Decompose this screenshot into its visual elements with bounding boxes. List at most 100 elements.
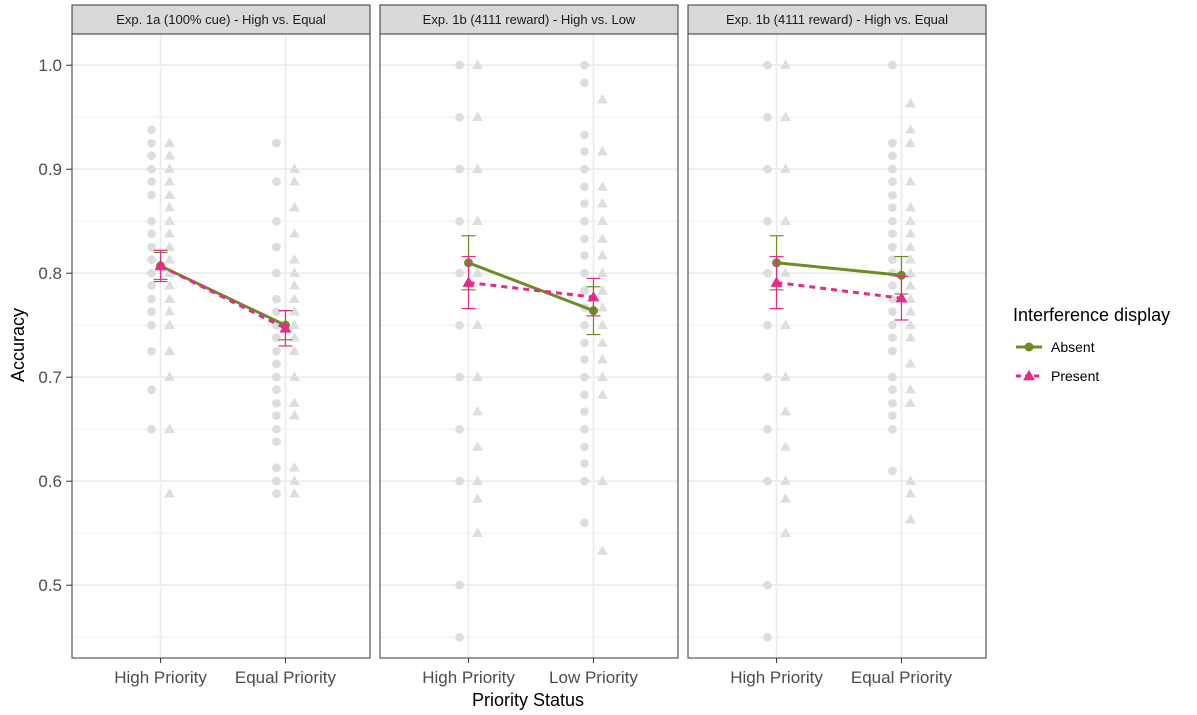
- raw-point-present: [164, 150, 175, 160]
- raw-point-absent: [147, 229, 156, 238]
- raw-point-present: [905, 475, 916, 486]
- raw-point-absent: [888, 177, 897, 186]
- raw-point-absent: [455, 424, 464, 434]
- series-line-present: [776, 281, 902, 300]
- raw-point-absent: [147, 190, 156, 200]
- raw-point-absent: [888, 398, 897, 408]
- raw-point-present: [289, 176, 300, 186]
- raw-point-absent: [580, 320, 589, 330]
- raw-point-present: [597, 181, 608, 191]
- raw-point-present: [597, 285, 608, 295]
- y-tick-label: 1.0: [38, 56, 62, 75]
- raw-point-present: [289, 163, 300, 174]
- raw-point-absent: [888, 372, 897, 382]
- raw-point-present: [289, 293, 300, 304]
- panel-title: Exp. 1b (4111 reward) - High vs. Equal: [726, 12, 948, 27]
- raw-point-absent: [147, 216, 156, 226]
- raw-point-present: [164, 280, 175, 290]
- raw-point-present: [164, 241, 175, 252]
- raw-point-absent: [147, 177, 156, 186]
- raw-point-absent: [147, 242, 156, 252]
- raw-point-absent: [455, 580, 464, 590]
- series-line-absent: [776, 261, 902, 277]
- raw-point-absent: [147, 424, 156, 434]
- raw-point-absent: [888, 229, 897, 238]
- y-tick-label: 0.9: [38, 160, 62, 179]
- raw-point-present: [289, 462, 300, 472]
- raw-point-absent: [147, 320, 156, 330]
- raw-point-present: [164, 215, 175, 226]
- raw-point-present: [597, 371, 608, 382]
- raw-point-absent: [147, 385, 156, 394]
- legend-label: Absent: [1051, 339, 1095, 355]
- raw-point-present: [780, 405, 791, 416]
- raw-point-absent: [580, 355, 589, 364]
- raw-point-present: [472, 163, 483, 174]
- raw-point-present: [905, 280, 916, 290]
- raw-point-present: [780, 527, 791, 538]
- raw-point-present: [472, 111, 483, 122]
- panel-strip: [687, 4, 987, 35]
- raw-point-absent: [888, 385, 897, 394]
- raw-point-present: [472, 371, 483, 382]
- raw-point-present: [905, 384, 916, 394]
- raw-point-present: [597, 215, 608, 226]
- raw-point-present: [780, 215, 791, 226]
- raw-point-absent: [888, 411, 897, 420]
- raw-point-absent: [763, 372, 772, 382]
- raw-point-present: [905, 202, 916, 212]
- raw-point-absent: [580, 216, 589, 226]
- raw-point-present: [780, 319, 791, 330]
- raw-point-present: [780, 111, 791, 122]
- panel-border: [379, 33, 679, 659]
- raw-point-absent: [272, 372, 281, 382]
- raw-point-present: [597, 267, 608, 278]
- raw-point-absent: [580, 164, 589, 174]
- x-tick-label: Equal Priority: [235, 668, 337, 687]
- raw-point-present: [289, 267, 300, 278]
- x-tick-label: Equal Priority: [851, 668, 953, 687]
- raw-point-absent: [580, 78, 589, 88]
- raw-point-absent: [763, 216, 772, 226]
- raw-point-present: [905, 293, 916, 304]
- y-tick-label: 0.8: [38, 264, 62, 283]
- raw-point-absent: [888, 424, 897, 434]
- raw-point-absent: [580, 372, 589, 382]
- raw-point-present: [289, 345, 300, 356]
- raw-point-present: [289, 306, 300, 316]
- raw-point-present: [905, 397, 916, 408]
- raw-point-present: [164, 176, 175, 186]
- raw-point-present: [597, 337, 608, 347]
- raw-point-absent: [455, 268, 464, 278]
- raw-point-absent: [272, 385, 281, 394]
- raw-point-absent: [888, 346, 897, 356]
- raw-point-present: [780, 371, 791, 382]
- raw-point-present: [164, 371, 175, 382]
- raw-point-absent: [272, 346, 281, 356]
- raw-point-absent: [888, 320, 897, 330]
- raw-point-present: [164, 423, 175, 434]
- y-tick-label: 0.6: [38, 472, 62, 491]
- raw-point-absent: [580, 251, 589, 260]
- raw-point-absent: [455, 112, 464, 122]
- raw-point-present: [905, 332, 916, 342]
- raw-point-absent: [888, 216, 897, 226]
- raw-point-present: [597, 475, 608, 486]
- raw-point-absent: [272, 294, 281, 304]
- raw-point-absent: [147, 268, 156, 278]
- raw-point-absent: [580, 60, 589, 70]
- panel-1: Exp. 1a (100% cue) - High vs. Equal High …: [71, 4, 371, 687]
- raw-point-present: [289, 319, 300, 330]
- x-axis-label: Priority Status: [472, 690, 584, 710]
- raw-point-absent: [580, 234, 589, 244]
- raw-point-present: [780, 163, 791, 174]
- raw-point-absent: [580, 390, 589, 400]
- raw-point-absent: [763, 424, 772, 434]
- y-axis-label: Accuracy: [8, 308, 28, 382]
- legend-entries: Absent Present: [1016, 339, 1099, 384]
- raw-point-absent: [455, 164, 464, 174]
- panel-border: [71, 33, 371, 659]
- raw-point-absent: [763, 580, 772, 590]
- raw-point-present: [905, 137, 916, 148]
- raw-point-absent: [580, 130, 589, 140]
